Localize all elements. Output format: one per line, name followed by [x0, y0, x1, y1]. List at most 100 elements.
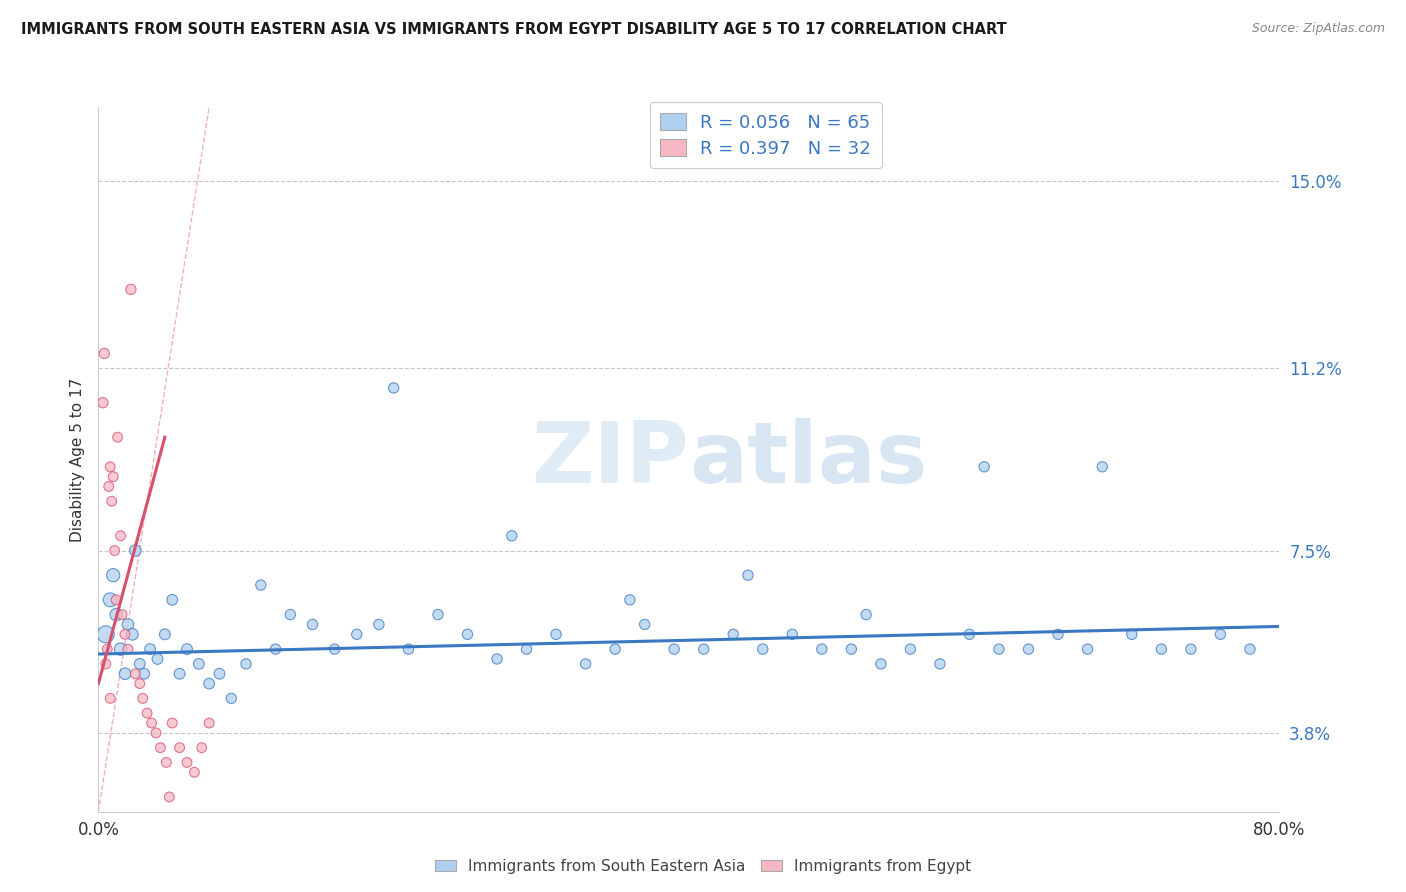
Point [169, 666, 191, 681]
Point [176, 642, 198, 657]
Point [841, 642, 863, 657]
Point [146, 652, 169, 666]
Legend: Immigrants from South Eastern Asia, Immigrants from Egypt: Immigrants from South Eastern Asia, Immi… [429, 853, 977, 880]
Point [149, 740, 172, 755]
Point [155, 756, 177, 770]
Point [103, 568, 125, 582]
Point [929, 657, 952, 671]
Point [198, 716, 221, 731]
Point [264, 642, 287, 657]
Point [605, 642, 627, 657]
Point [1239, 642, 1261, 657]
Point [157, 789, 180, 804]
Text: IMMIGRANTS FROM SOUTH EASTERN ASIA VS IMMIGRANTS FROM EGYPT DISABILITY AGE 5 TO : IMMIGRANTS FROM SOUTH EASTERN ASIA VS IM… [21, 22, 1007, 37]
Point [693, 642, 716, 657]
Point [1150, 642, 1173, 657]
Point [145, 726, 167, 740]
Point [988, 642, 1011, 657]
Y-axis label: Disability Age 5 to 17: Disability Age 5 to 17 [69, 377, 84, 541]
Point [221, 691, 243, 706]
Point [280, 607, 302, 622]
Text: Source: ZipAtlas.com: Source: ZipAtlas.com [1251, 22, 1385, 36]
Point [136, 706, 159, 721]
Point [187, 657, 209, 671]
Point [301, 617, 323, 632]
Point [111, 607, 134, 622]
Point [104, 543, 127, 558]
Point [398, 642, 420, 657]
Point [516, 642, 538, 657]
Point [346, 627, 368, 641]
Point [141, 716, 163, 731]
Point [208, 666, 231, 681]
Point [235, 657, 257, 671]
Point [1121, 627, 1143, 641]
Point [723, 627, 745, 641]
Point [323, 642, 346, 657]
Point [139, 642, 162, 657]
Point [501, 529, 523, 543]
Point [427, 607, 450, 622]
Point [96, 642, 118, 657]
Point [486, 652, 509, 666]
Point [382, 381, 405, 395]
Point [1047, 627, 1070, 641]
Point [959, 627, 981, 641]
Point [105, 592, 128, 607]
Point [117, 617, 139, 632]
Point [1077, 642, 1099, 657]
Point [782, 627, 804, 641]
Text: ZIP: ZIP [531, 417, 689, 501]
Point [752, 642, 775, 657]
Point [368, 617, 391, 632]
Point [128, 657, 150, 671]
Point [100, 494, 122, 508]
Point [162, 592, 183, 607]
Point [191, 740, 214, 755]
Point [176, 756, 198, 770]
Point [128, 676, 150, 690]
Point [98, 459, 121, 474]
Point [103, 469, 125, 483]
Point [737, 568, 759, 582]
Point [105, 607, 128, 622]
Point [575, 657, 598, 671]
Point [1091, 459, 1114, 474]
Point [870, 657, 893, 671]
Point [110, 642, 132, 657]
Point [634, 617, 657, 632]
Point [619, 592, 641, 607]
Point [1209, 627, 1232, 641]
Point [94, 657, 117, 671]
Point [94, 627, 117, 641]
Point [114, 627, 136, 641]
Point [124, 543, 146, 558]
Point [183, 765, 205, 780]
Point [98, 592, 121, 607]
Point [973, 459, 995, 474]
Point [132, 691, 155, 706]
Point [97, 479, 120, 493]
Point [198, 676, 221, 690]
Point [110, 529, 132, 543]
Point [250, 578, 273, 592]
Text: atlas: atlas [689, 417, 927, 501]
Legend: R = 0.056   N = 65, R = 0.397   N = 32: R = 0.056 N = 65, R = 0.397 N = 32 [650, 102, 882, 169]
Point [811, 642, 834, 657]
Point [900, 642, 922, 657]
Point [121, 627, 143, 641]
Point [457, 627, 479, 641]
Point [134, 666, 156, 681]
Point [1018, 642, 1040, 657]
Point [114, 666, 136, 681]
Point [1180, 642, 1202, 657]
Point [120, 282, 142, 296]
Point [107, 430, 129, 444]
Point [855, 607, 877, 622]
Point [169, 740, 191, 755]
Point [162, 716, 183, 731]
Point [93, 346, 115, 360]
Point [91, 395, 114, 409]
Point [117, 642, 139, 657]
Point [124, 666, 146, 681]
